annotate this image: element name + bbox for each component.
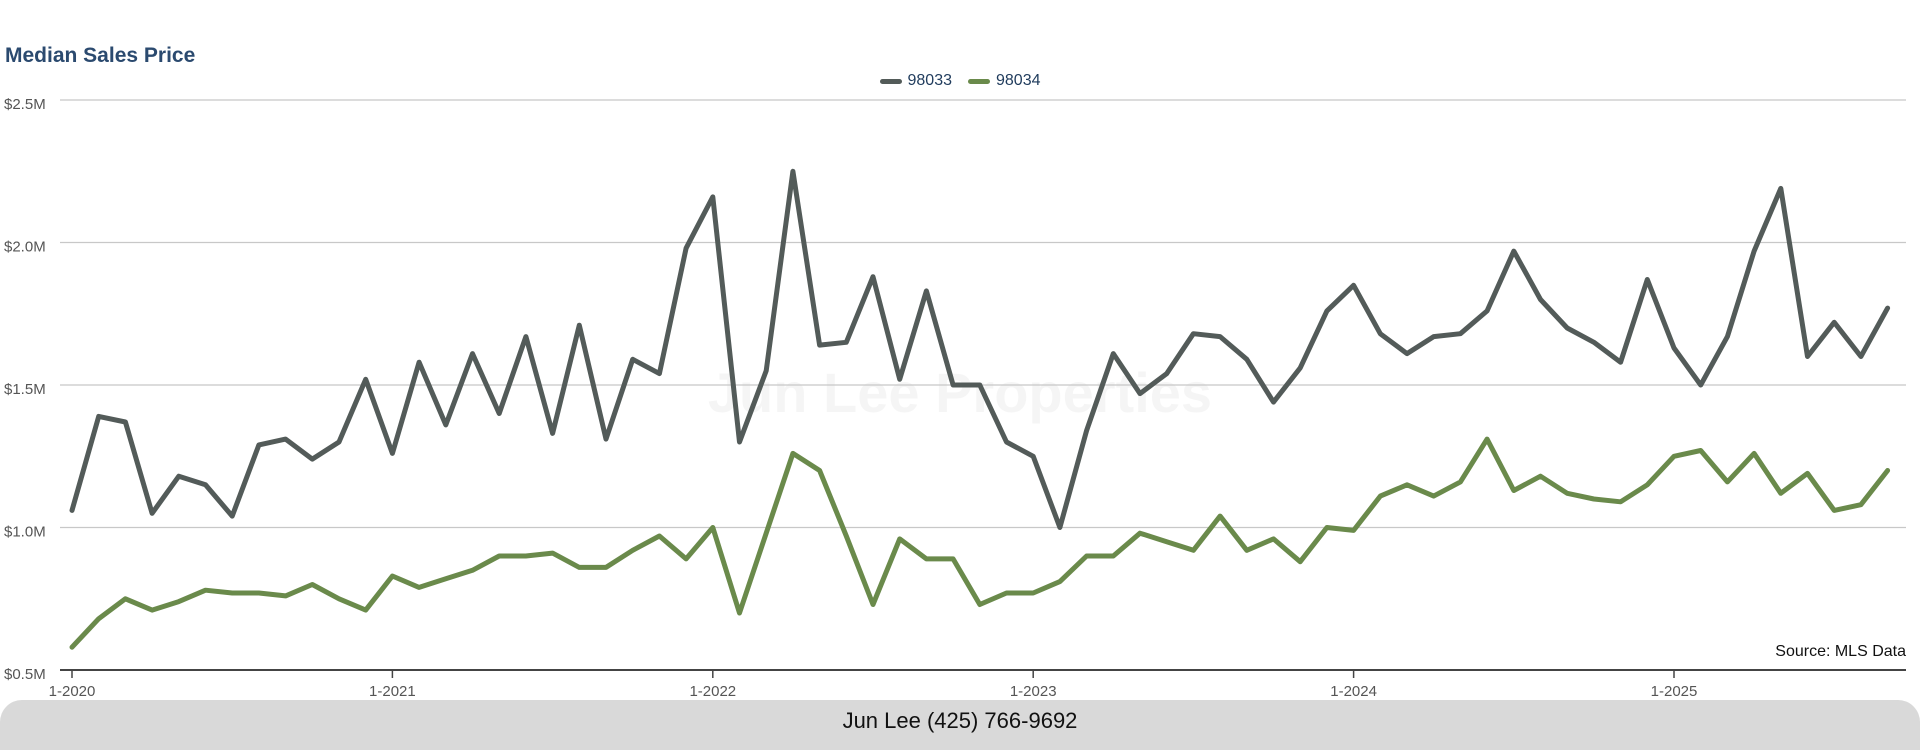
chart-legend: 98033 98034 [0, 72, 1920, 90]
x-tick-label: 1-2020 [49, 683, 96, 700]
chart-title: Median Sales Price [5, 44, 196, 67]
legend-swatch-98034 [968, 78, 990, 84]
footer-bar: Jun Lee (425) 766-9692 [0, 700, 1920, 750]
x-tick-label: 1-2024 [1330, 683, 1377, 700]
x-tick-label: 1-2025 [1651, 683, 1698, 700]
series-line-98034 [69, 436, 1891, 650]
x-tick-label: 1-2022 [689, 683, 736, 700]
line-chart: $0.5M $1.0M $1.5M $2.0M $2.5M 1-2020 1-2021 1-2… [4, 96, 1906, 700]
y-tick-label: $2.5M [4, 96, 46, 113]
x-tick-label: 1-2021 [369, 683, 416, 700]
footer-contact: Jun Lee (425) 766-9692 [842, 708, 1078, 733]
y-tick-label: $2.0M [4, 239, 46, 256]
legend-item-98034[interactable]: 98034 [968, 72, 1041, 90]
legend-swatch-98033 [879, 78, 902, 84]
y-tick-label: $0.5M [4, 666, 46, 683]
y-tick-label: $1.0M [4, 524, 46, 541]
y-tick-label: $1.5M [4, 381, 46, 398]
source-note: Source: MLS Data [1775, 643, 1906, 660]
x-tick-label: 1-2023 [1010, 683, 1057, 700]
legend-label-98034: 98034 [996, 72, 1041, 89]
series-line-98033 [69, 168, 1891, 530]
legend-item-98033[interactable]: 98033 [879, 72, 953, 90]
legend-label-98033: 98033 [907, 72, 953, 89]
